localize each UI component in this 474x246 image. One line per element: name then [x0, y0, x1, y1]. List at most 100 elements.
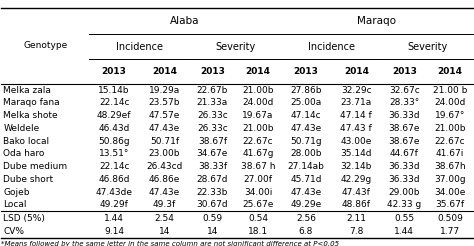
Text: 21.00 b: 21.00 b: [433, 86, 467, 95]
Text: 49.3f: 49.3f: [153, 200, 176, 210]
Text: 24.00d: 24.00d: [434, 98, 465, 107]
Text: CV%: CV%: [3, 227, 24, 236]
Text: 32.14b: 32.14b: [341, 162, 372, 171]
Text: 2014: 2014: [152, 67, 177, 76]
Text: 28.00b: 28.00b: [290, 149, 322, 158]
Text: Incidence: Incidence: [116, 42, 163, 52]
Text: 42.33 g: 42.33 g: [387, 200, 421, 210]
Text: 22.67c: 22.67c: [435, 137, 465, 146]
Text: 48.29ef: 48.29ef: [97, 111, 131, 120]
Text: 19.67a: 19.67a: [242, 111, 273, 120]
Text: 50.71g: 50.71g: [290, 137, 322, 146]
Text: 21.00b: 21.00b: [242, 86, 274, 95]
Text: 26.43cd: 26.43cd: [146, 162, 182, 171]
Text: 36.33d: 36.33d: [388, 111, 420, 120]
Text: 27.86b: 27.86b: [290, 86, 322, 95]
Text: 35.67f: 35.67f: [435, 200, 465, 210]
Text: 47.43 f: 47.43 f: [340, 124, 372, 133]
Text: Gojeb: Gojeb: [3, 188, 30, 197]
Text: 24.00d: 24.00d: [242, 98, 273, 107]
Text: Genotype: Genotype: [23, 41, 67, 50]
Text: 47.43e: 47.43e: [149, 124, 180, 133]
Text: Severity: Severity: [407, 42, 447, 52]
Text: 22.67c: 22.67c: [243, 137, 273, 146]
Text: 21.00b: 21.00b: [434, 124, 465, 133]
Text: 47.57e: 47.57e: [149, 111, 180, 120]
Text: 0.509: 0.509: [437, 214, 463, 223]
Text: 34.00e: 34.00e: [434, 188, 465, 197]
Text: 15.14b: 15.14b: [99, 86, 130, 95]
Text: 2014: 2014: [438, 67, 462, 76]
Text: 41.67i: 41.67i: [436, 149, 464, 158]
Text: 23.57b: 23.57b: [149, 98, 180, 107]
Text: 14: 14: [207, 227, 218, 236]
Text: 2.54: 2.54: [155, 214, 174, 223]
Text: 28.67d: 28.67d: [197, 175, 228, 184]
Text: 2.56: 2.56: [296, 214, 316, 223]
Text: 2014: 2014: [344, 67, 369, 76]
Text: 1.44: 1.44: [104, 214, 124, 223]
Text: 29.00b: 29.00b: [389, 188, 420, 197]
Text: 19.67°: 19.67°: [435, 111, 465, 120]
Text: 18.1: 18.1: [248, 227, 268, 236]
Text: 21.33a: 21.33a: [197, 98, 228, 107]
Text: 50.86g: 50.86g: [98, 137, 130, 146]
Text: 19.29a: 19.29a: [149, 86, 180, 95]
Text: Dube short: Dube short: [3, 175, 54, 184]
Text: Oda haro: Oda haro: [3, 149, 45, 158]
Text: 22.14c: 22.14c: [99, 98, 129, 107]
Text: 38.67f: 38.67f: [198, 137, 227, 146]
Text: 13.51°: 13.51°: [99, 149, 129, 158]
Text: *Means followed by the same letter in the same column are not significant differ: *Means followed by the same letter in th…: [1, 241, 339, 246]
Text: 47.43e: 47.43e: [291, 124, 321, 133]
Text: 21.00b: 21.00b: [242, 124, 274, 133]
Text: 0.59: 0.59: [202, 214, 222, 223]
Text: 32.67c: 32.67c: [389, 86, 419, 95]
Text: 0.54: 0.54: [248, 214, 268, 223]
Text: 50.71f: 50.71f: [150, 137, 179, 146]
Text: 47.43e: 47.43e: [149, 188, 180, 197]
Text: 30.67d: 30.67d: [197, 200, 228, 210]
Text: 38.67 h: 38.67 h: [241, 162, 275, 171]
Text: 36.33d: 36.33d: [388, 175, 420, 184]
Text: 9.14: 9.14: [104, 227, 124, 236]
Text: 23.71a: 23.71a: [341, 98, 372, 107]
Text: 44.67f: 44.67f: [390, 149, 419, 158]
Text: Dube medium: Dube medium: [3, 162, 67, 171]
Text: 38.33f: 38.33f: [198, 162, 227, 171]
Text: 22.33b: 22.33b: [197, 188, 228, 197]
Text: 2013: 2013: [392, 67, 417, 76]
Text: 23.00b: 23.00b: [149, 149, 180, 158]
Text: 2013: 2013: [293, 67, 319, 76]
Text: 37.00g: 37.00g: [434, 175, 465, 184]
Text: 46.86e: 46.86e: [149, 175, 180, 184]
Text: 25.00a: 25.00a: [291, 98, 321, 107]
Text: 38.67e: 38.67e: [389, 124, 420, 133]
Text: 43.00e: 43.00e: [341, 137, 372, 146]
Text: 27.00f: 27.00f: [244, 175, 273, 184]
Text: 49.29f: 49.29f: [100, 200, 128, 210]
Text: 47.43de: 47.43de: [96, 188, 133, 197]
Text: 34.00i: 34.00i: [244, 188, 272, 197]
Text: 7.8: 7.8: [349, 227, 364, 236]
Text: Melka zala: Melka zala: [3, 86, 51, 95]
Text: Melka shote: Melka shote: [3, 111, 58, 120]
Text: Severity: Severity: [215, 42, 255, 52]
Text: 2013: 2013: [102, 67, 127, 76]
Text: 32.29c: 32.29c: [341, 86, 372, 95]
Text: 2.11: 2.11: [346, 214, 366, 223]
Text: 2013: 2013: [200, 67, 225, 76]
Text: 27.14ab: 27.14ab: [288, 162, 324, 171]
Text: Local: Local: [3, 200, 27, 210]
Text: 26.33c: 26.33c: [197, 124, 228, 133]
Text: Incidence: Incidence: [308, 42, 355, 52]
Text: 1.77: 1.77: [440, 227, 460, 236]
Text: 47.14 f: 47.14 f: [340, 111, 372, 120]
Text: 42.29g: 42.29g: [341, 175, 372, 184]
Text: 47.14c: 47.14c: [291, 111, 321, 120]
Text: 2014: 2014: [246, 67, 271, 76]
Text: 46.43d: 46.43d: [99, 124, 130, 133]
Text: 22.67b: 22.67b: [197, 86, 228, 95]
Text: 6.8: 6.8: [299, 227, 313, 236]
Text: 28.33°: 28.33°: [389, 98, 419, 107]
